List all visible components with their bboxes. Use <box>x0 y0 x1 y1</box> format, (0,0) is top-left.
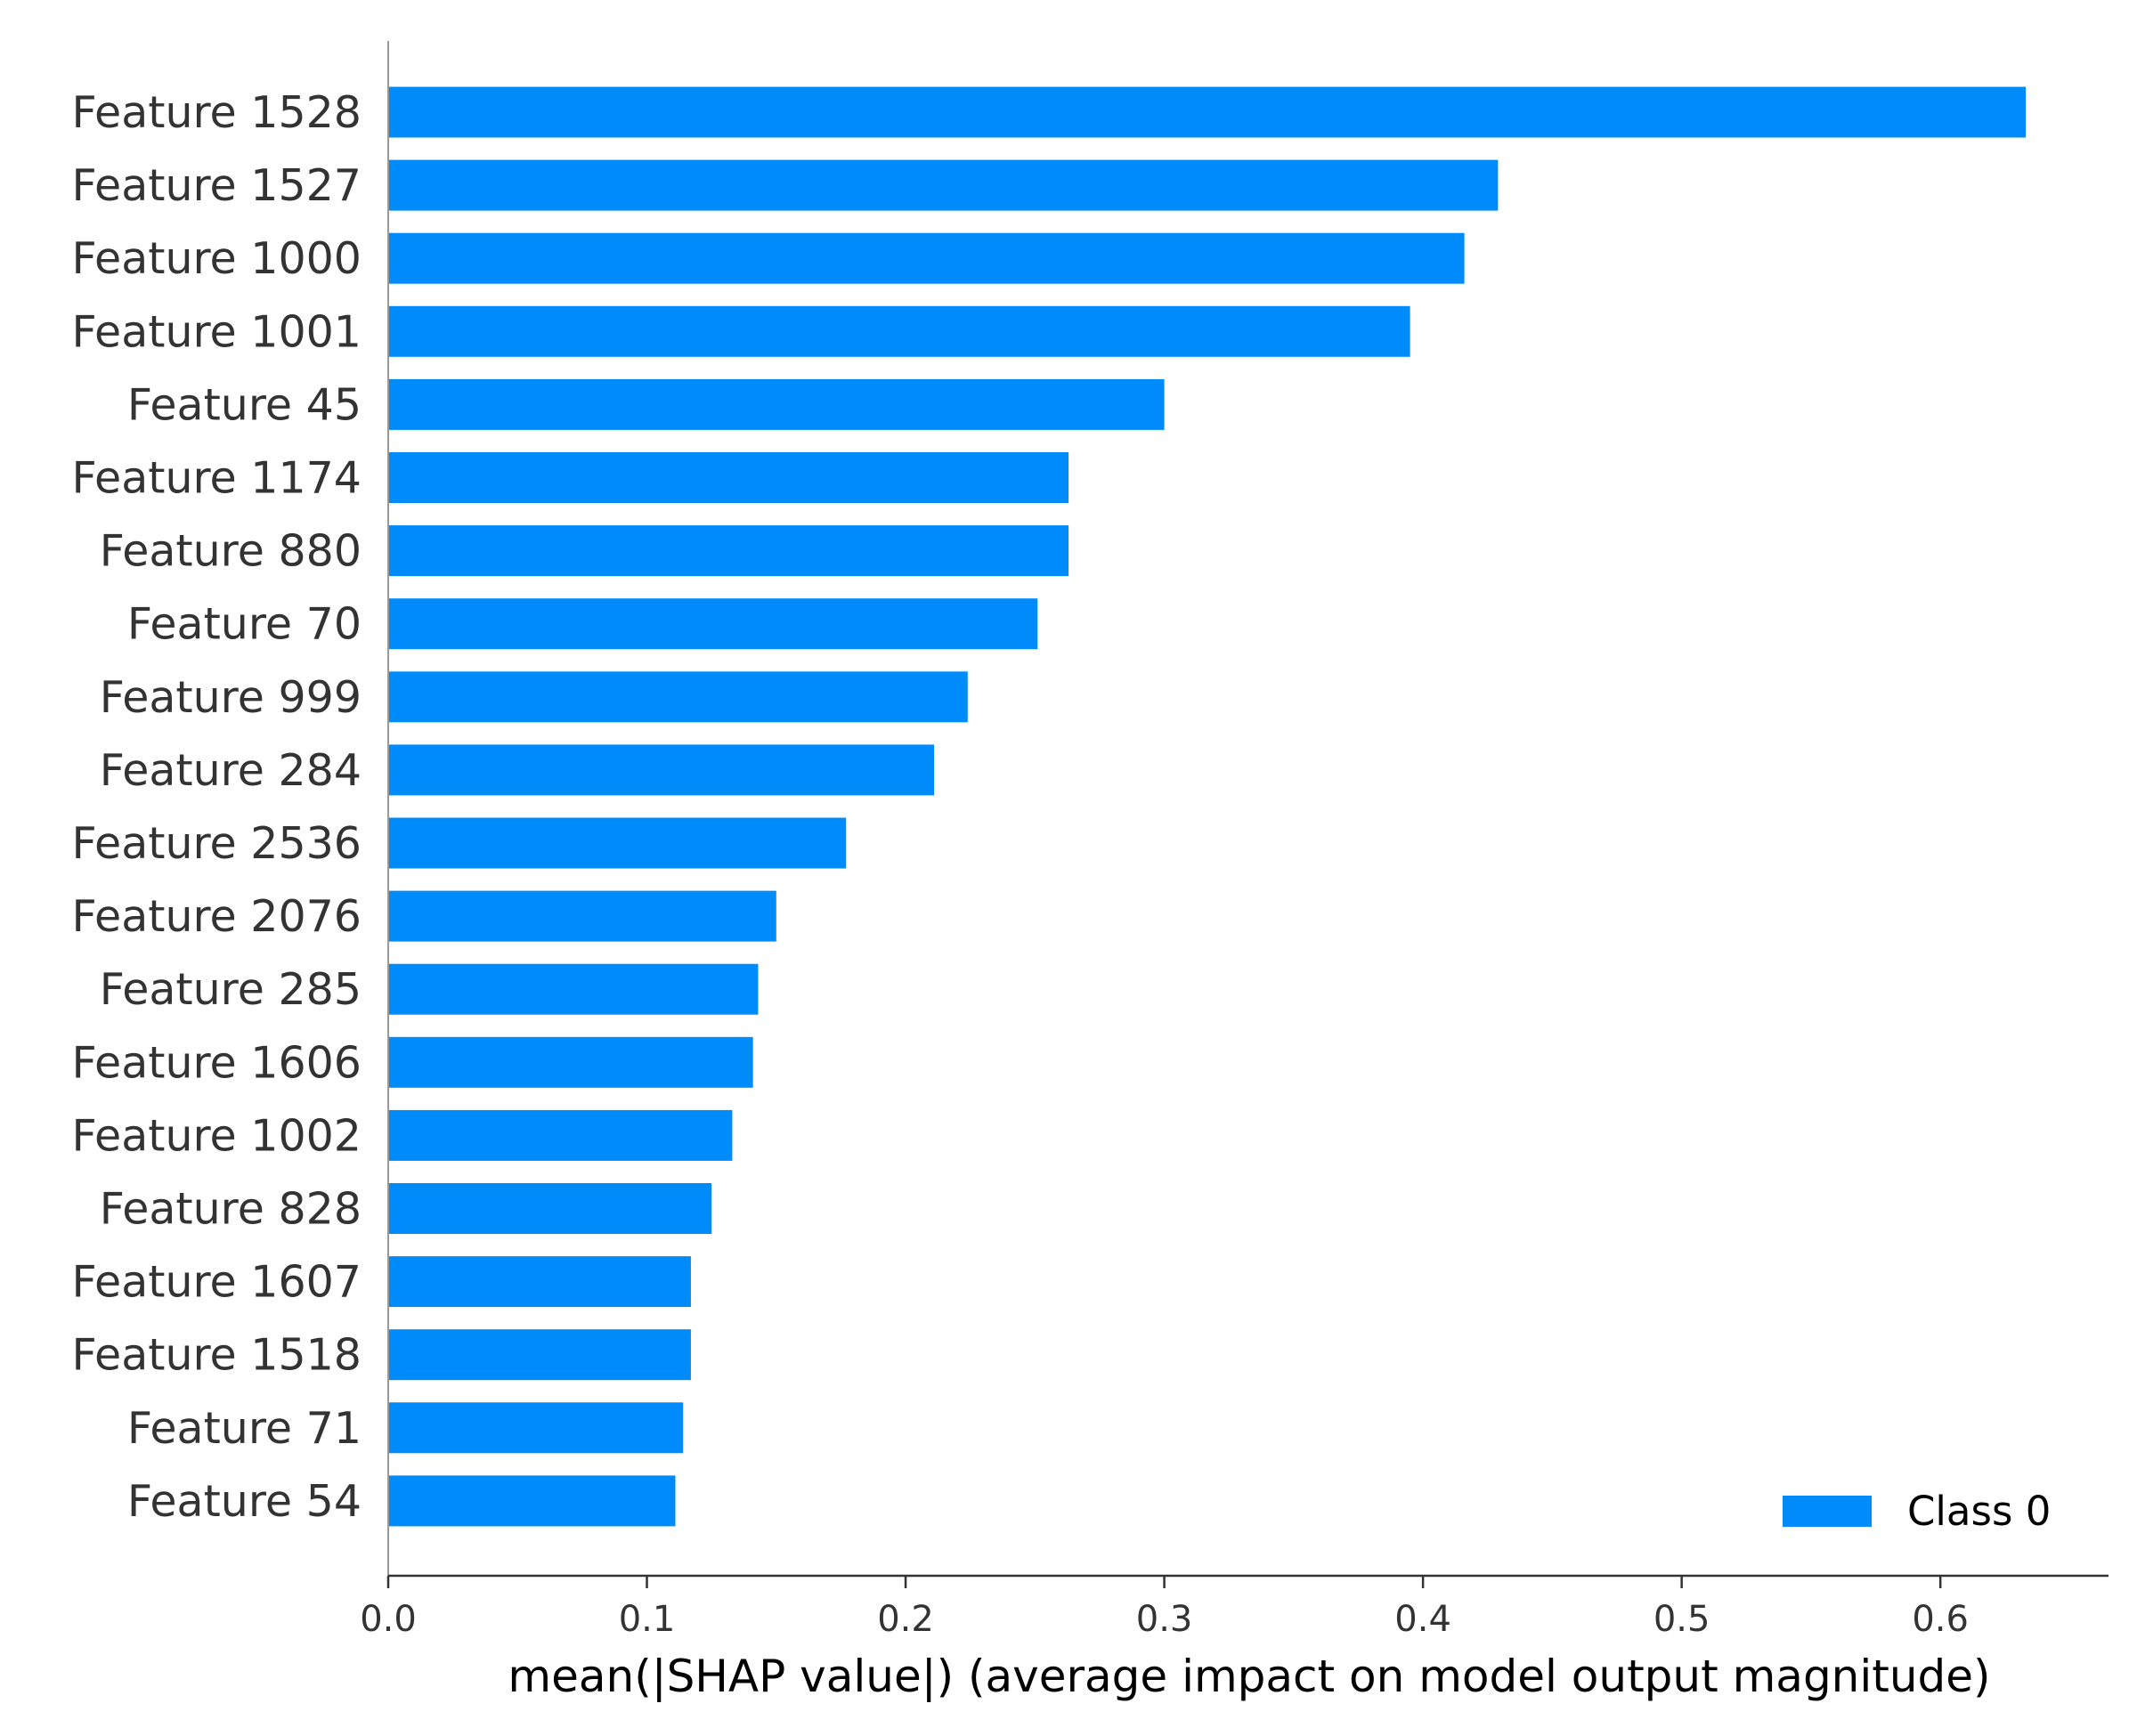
x-tick-label: 0.1 <box>619 1599 676 1640</box>
y-tick-label: Feature 54 <box>127 1476 362 1527</box>
y-tick-label: Feature 1000 <box>72 233 362 284</box>
bar-feature-1607 <box>388 1256 691 1308</box>
y-tick-label: Feature 284 <box>100 745 362 796</box>
bar-feature-285 <box>388 963 759 1015</box>
y-tick-label: Feature 1606 <box>72 1037 362 1088</box>
bar-feature-1518 <box>388 1329 691 1381</box>
legend-swatch-class-0 <box>1783 1496 1872 1527</box>
bar-feature-880 <box>388 525 1069 577</box>
x-tick-label: 0.3 <box>1136 1599 1193 1640</box>
bar-feature-1001 <box>388 305 1410 357</box>
bar-feature-71 <box>388 1402 684 1454</box>
bar-feature-1002 <box>388 1109 733 1161</box>
bar-feature-70 <box>388 598 1038 650</box>
y-tick-label: Feature 45 <box>127 379 362 430</box>
x-axis-label: mean(|SHAP value|) (average impact on mo… <box>508 1651 1990 1702</box>
y-tick-label: Feature 1607 <box>72 1257 362 1308</box>
bar-feature-828 <box>388 1183 712 1234</box>
y-tick-labels: Feature 1528 Feature 1527 Feature 1000 Feat… <box>72 87 362 1527</box>
y-tick-label: Feature 1174 <box>72 453 362 504</box>
bar-feature-999 <box>388 671 968 723</box>
y-tick-label: Feature 828 <box>100 1184 362 1235</box>
y-tick-label: Feature 999 <box>100 672 362 723</box>
bar-feature-2536 <box>388 817 847 869</box>
bar-feature-1174 <box>388 452 1069 503</box>
bar-feature-1527 <box>388 159 1499 211</box>
y-tick-label: Feature 70 <box>127 599 362 650</box>
x-tick-label: 0.5 <box>1654 1599 1710 1640</box>
y-tick-label: Feature 1001 <box>72 306 362 357</box>
y-tick-label: Feature 2536 <box>72 818 362 869</box>
bar-feature-1528 <box>388 86 2027 138</box>
bar-feature-45 <box>388 378 1165 430</box>
bar-feature-54 <box>388 1475 676 1527</box>
x-tick-label: 0.0 <box>360 1599 417 1640</box>
y-tick-label: Feature 2076 <box>72 891 362 942</box>
bars-group <box>388 86 2027 1527</box>
y-tick-label: Feature 71 <box>127 1403 362 1454</box>
x-tick-label: 0.6 <box>1912 1599 1969 1640</box>
legend-label-class-0: Class 0 <box>1907 1488 2051 1535</box>
bar-feature-284 <box>388 744 935 796</box>
x-tick-label: 0.2 <box>877 1599 934 1640</box>
legend: Class 0 <box>1783 1488 2051 1535</box>
bar-feature-1000 <box>388 232 1465 284</box>
y-tick-label: Feature 880 <box>100 526 362 577</box>
y-tick-label: Feature 285 <box>100 964 362 1015</box>
y-tick-label: Feature 1527 <box>72 160 362 211</box>
y-tick-label: Feature 1528 <box>72 87 362 138</box>
y-tick-label: Feature 1518 <box>72 1330 362 1381</box>
bar-feature-2076 <box>388 890 776 942</box>
x-ticks: 0.0 0.1 0.2 0.3 0.4 0.5 0.6 <box>360 1576 1969 1640</box>
y-tick-label: Feature 1002 <box>72 1110 362 1161</box>
bar-feature-1606 <box>388 1036 753 1088</box>
x-tick-label: 0.4 <box>1394 1599 1451 1640</box>
